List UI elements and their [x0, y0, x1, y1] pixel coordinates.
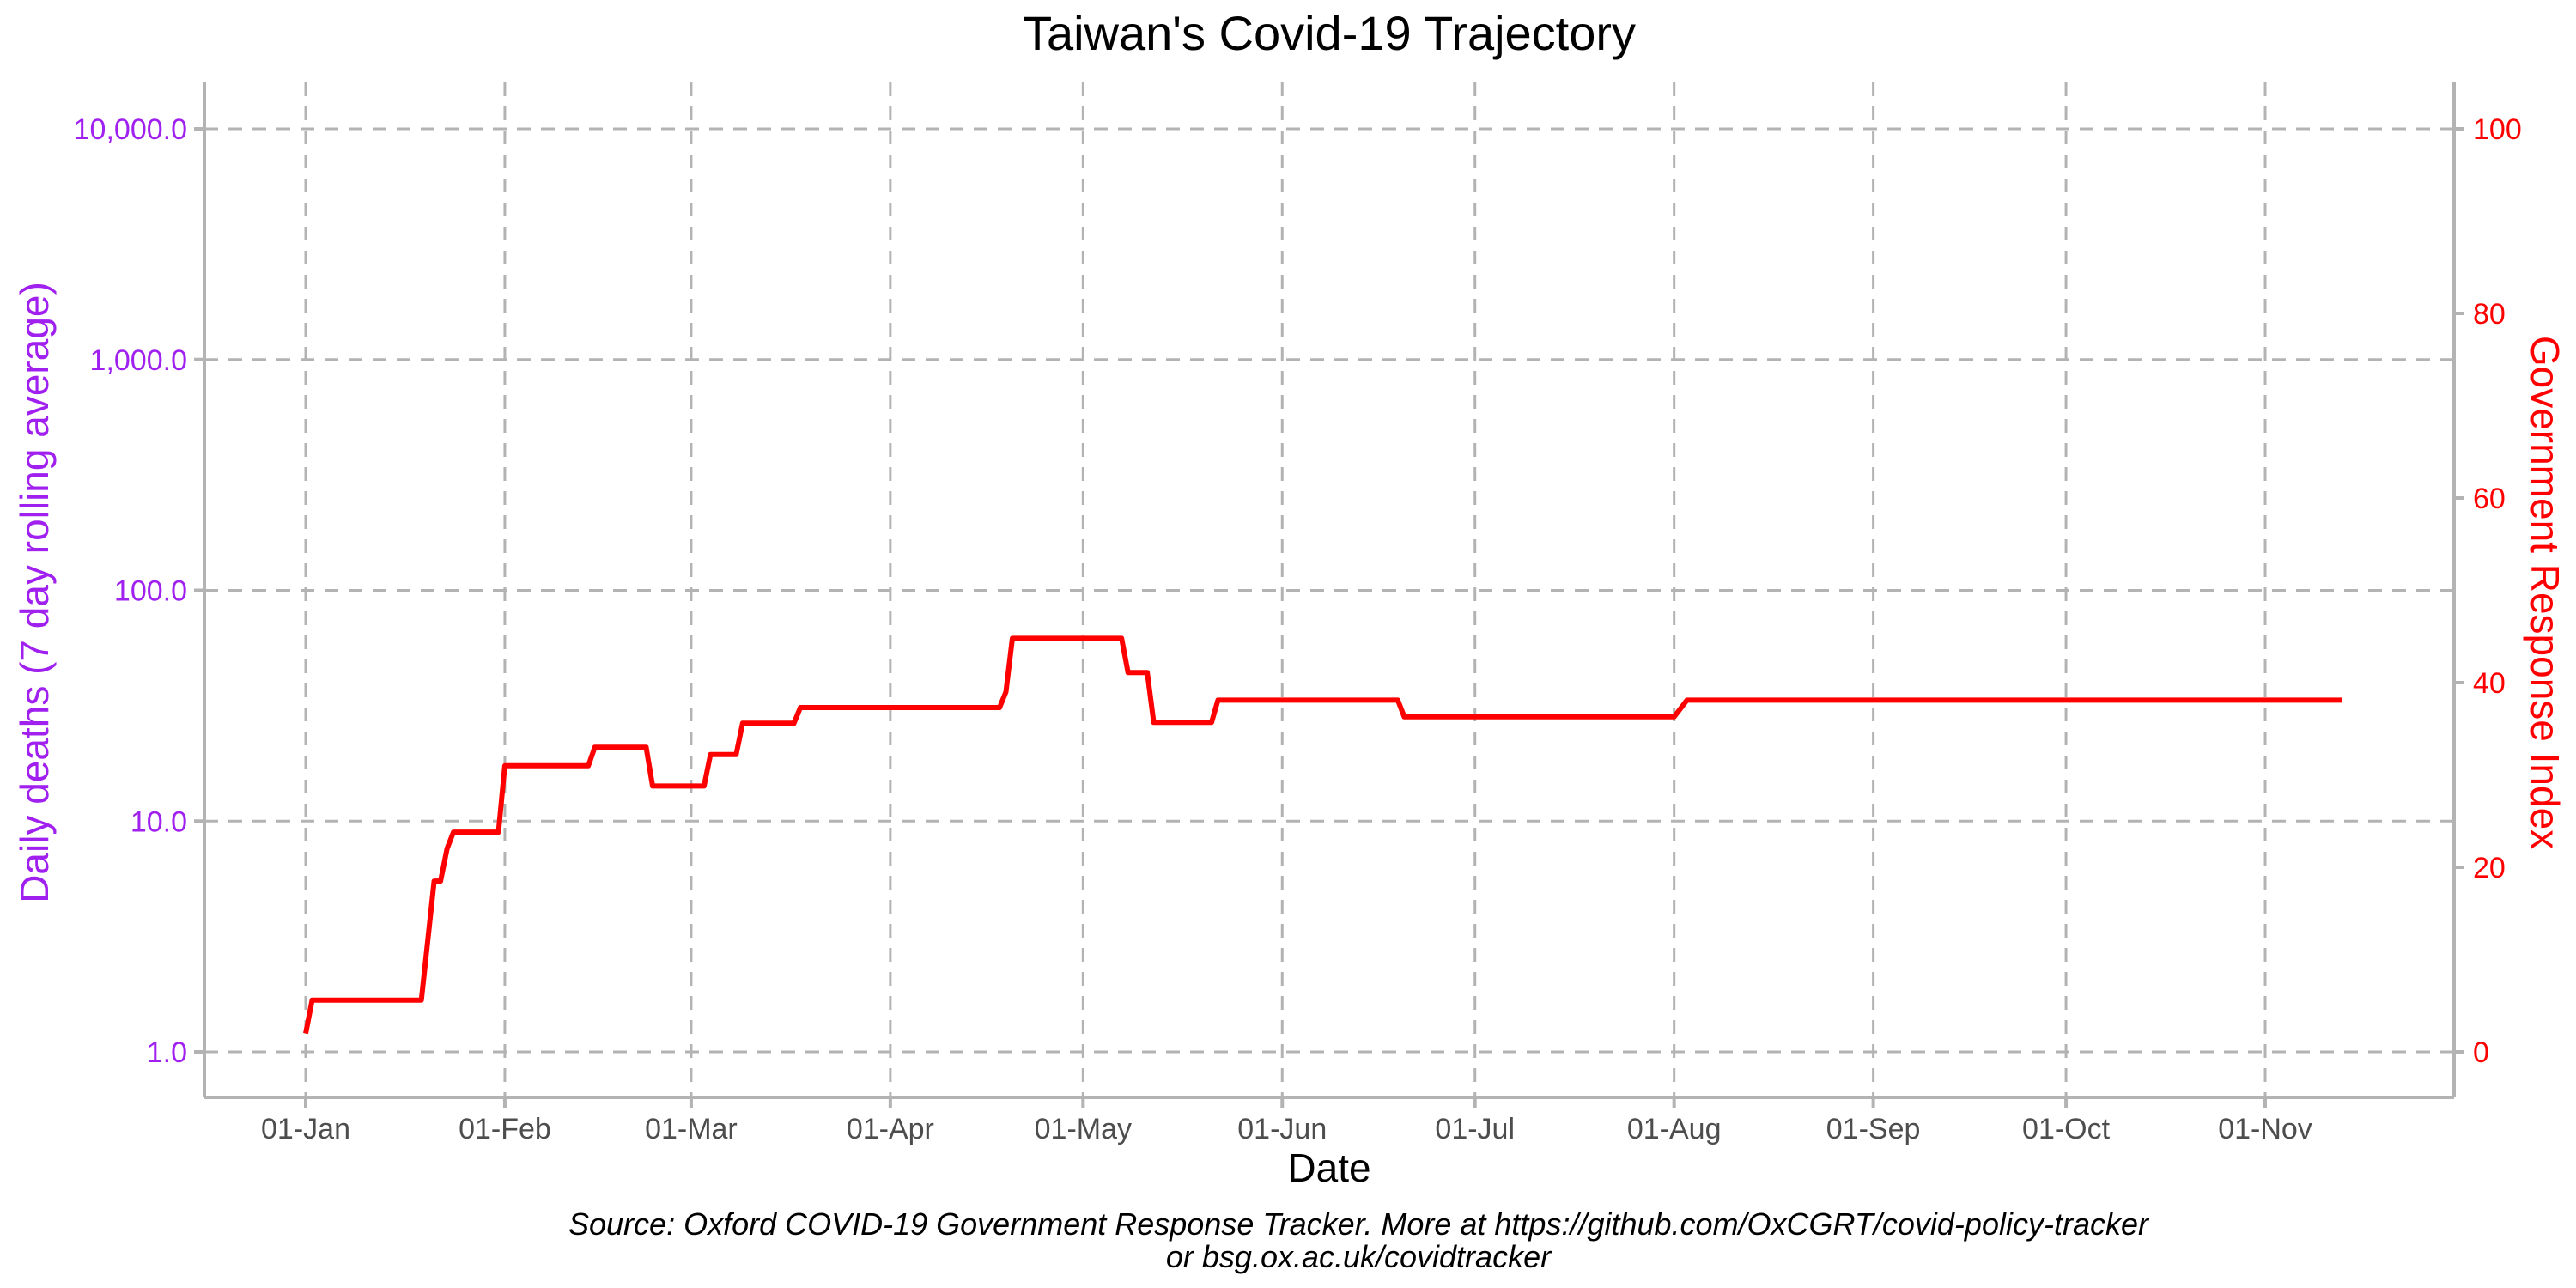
x-tick-label: 01-Sep	[1826, 1113, 1921, 1145]
x-tick-label: 01-Apr	[847, 1113, 934, 1145]
x-tick-label: 01-Jul	[1435, 1113, 1515, 1145]
left-tick-label: 100.0	[114, 575, 187, 608]
right-tick-label: 40	[2473, 667, 2506, 700]
right-tick-label: 0	[2473, 1036, 2489, 1069]
left-axis-ticks: 1.0 10.0 100.0 1,000.0 10,000.0	[74, 113, 204, 1069]
left-tick-label: 1.0	[147, 1036, 187, 1069]
right-tick-label: 20	[2473, 852, 2506, 884]
right-tick-label: 100	[2473, 113, 2522, 146]
source-caption-line1: Source: Oxford COVID-19 Government Respo…	[568, 1206, 2150, 1242]
left-axis-title: Daily deaths (7 day rolling average)	[12, 282, 57, 903]
x-axis-title: Date	[1287, 1145, 1370, 1190]
x-tick-label: 01-Jan	[261, 1113, 350, 1145]
right-axis-title: Government Response Index	[2523, 336, 2567, 849]
left-tick-label: 10.0	[131, 805, 187, 838]
chart-title: Taiwan's Covid-19 Trajectory	[1023, 6, 1636, 60]
x-tick-label: 01-Oct	[2022, 1113, 2111, 1145]
left-tick-label: 10,000.0	[74, 113, 187, 146]
right-tick-label: 80	[2473, 298, 2506, 331]
x-tick-label: 01-Nov	[2218, 1113, 2312, 1145]
x-tick-label: 01-Feb	[459, 1113, 551, 1145]
right-tick-label: 60	[2473, 483, 2506, 515]
government-response-index-line	[303, 635, 2342, 1035]
x-tick-label: 01-Mar	[645, 1113, 738, 1145]
x-axis-ticks: 01-Jan 01-Feb 01-Mar 01-Apr 01-May 01-Jun 01-J…	[261, 1097, 2312, 1145]
series	[303, 635, 2342, 1035]
left-tick-label: 1,000.0	[90, 344, 187, 377]
x-tick-label: 01-Aug	[1627, 1113, 1722, 1145]
source-caption-line2: or bsg.ox.ac.uk/covidtracker	[1166, 1239, 1552, 1274]
grid	[204, 82, 2454, 1097]
x-tick-label: 01-Jun	[1237, 1113, 1327, 1145]
right-axis-ticks: 0 20 40 60 80 100	[2454, 113, 2522, 1069]
x-tick-label: 01-May	[1035, 1113, 1132, 1145]
